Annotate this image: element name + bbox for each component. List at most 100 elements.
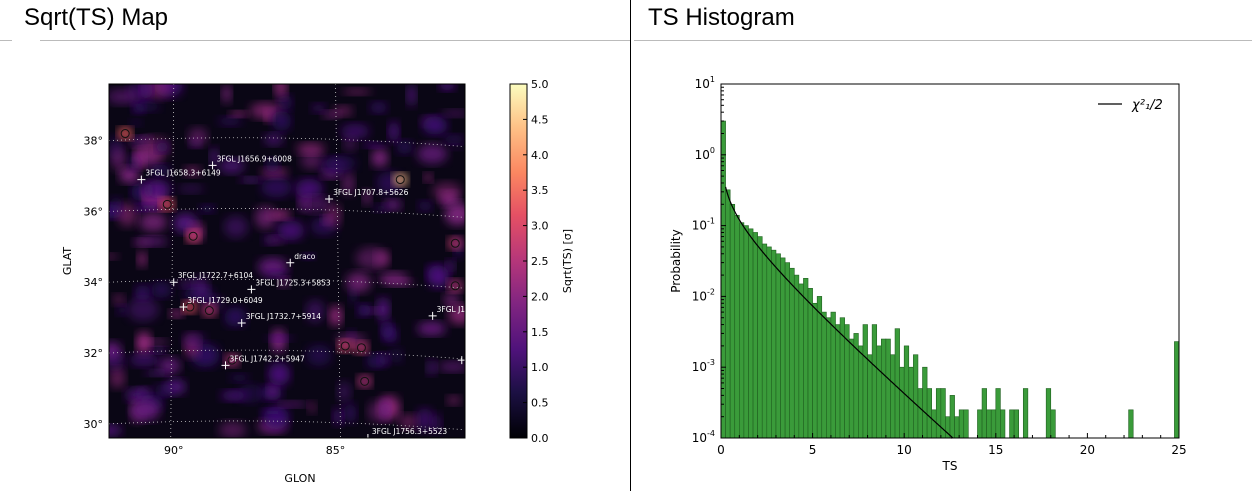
histogram-bar: [803, 278, 808, 438]
emission-blob: [295, 179, 322, 199]
histogram-bar: [895, 329, 900, 438]
emission-blob: [381, 399, 391, 419]
source-label: 3FGL J1732.7+5914: [246, 312, 322, 321]
histogram-bar: [858, 346, 863, 438]
histogram-bar: [826, 318, 831, 438]
histogram-x-tick-label: 0: [717, 443, 725, 457]
emission-blob: [311, 104, 326, 113]
histogram-y-tick-label: 10-2: [692, 287, 715, 303]
emission-blob: [264, 134, 284, 146]
source-label: 3FGL: [466, 349, 486, 358]
histogram-y-label: Probability: [669, 229, 683, 292]
histogram-bar: [863, 325, 868, 438]
histogram-x-tick-label: 15: [988, 443, 1003, 457]
emission-blob: [325, 156, 357, 170]
emission-blob: [379, 272, 408, 282]
histogram-bar: [721, 121, 726, 438]
emission-blob: [388, 121, 399, 142]
histogram-bar: [822, 312, 827, 438]
emission-blob: [272, 111, 291, 131]
histogram-bar: [932, 410, 937, 438]
emission-blob: [373, 204, 388, 212]
emission-blob: [370, 102, 388, 113]
histogram-bar: [836, 325, 841, 438]
tsmap-x-tick-label: 85°: [326, 444, 346, 457]
tsmap-y-label: GLAT: [61, 247, 74, 276]
colorbar-tick-label: 0.0: [531, 432, 549, 445]
emission-blob: [139, 212, 167, 231]
emission-blob: [107, 89, 139, 104]
emission-blob: [308, 402, 316, 414]
source-label: 3FGL J1656.9+6008: [217, 154, 293, 163]
histogram-bar: [913, 355, 918, 438]
colorbar-tick-label: 2.5: [531, 255, 549, 268]
emission-blob: [276, 401, 307, 407]
emission-blob: [447, 396, 460, 405]
histogram-bar: [771, 250, 776, 438]
histogram-bar: [886, 339, 891, 438]
histogram-bar: [813, 303, 818, 438]
histogram-y-tick-label: 10-3: [692, 358, 715, 374]
colorbar-label: Sqrt(TS) [σ]: [561, 229, 574, 293]
histogram-bar: [1051, 410, 1056, 438]
tsmap-y-tick-label: 38°: [84, 135, 104, 148]
emission-blob: [423, 116, 448, 134]
histogram-bar: [959, 410, 964, 438]
histogram-bar: [1129, 410, 1134, 438]
emission-blob: [275, 77, 287, 98]
emission-blob: [361, 142, 386, 148]
source-label: 3FGL J1725.3+5853: [255, 278, 331, 287]
histogram-bar: [1000, 410, 1005, 438]
histogram-x-tick-label: 5: [809, 443, 817, 457]
emission-blob: [129, 353, 159, 366]
histogram-x-label: TS: [942, 459, 958, 473]
emission-blob: [230, 111, 248, 117]
source-label: 3FGL J1722.7+6104: [178, 271, 254, 280]
histogram-bar: [950, 395, 955, 438]
emission-blob: [438, 362, 468, 372]
histogram-bar: [918, 389, 923, 438]
histogram-bar: [872, 325, 877, 438]
emission-blob: [269, 210, 291, 219]
emission-blob: [428, 265, 449, 288]
emission-blob: [377, 297, 390, 320]
emission-blob: [138, 251, 147, 267]
emission-blob: [342, 88, 371, 95]
histogram-bar: [923, 367, 928, 438]
emission-blob: [268, 363, 290, 386]
emission-blob: [137, 332, 152, 355]
colorbar-tick-label: 0.5: [531, 397, 549, 410]
emission-blob: [306, 345, 331, 366]
emission-blob: [445, 203, 470, 225]
histogram-bar: [890, 355, 895, 438]
emission-blob: [110, 368, 125, 388]
histogram-bar: [877, 346, 882, 438]
emission-blob: [372, 149, 388, 168]
histogram-bar: [936, 389, 941, 438]
tsmap-chart: 3FGL J1656.9+60083FGL J1658.3+61493FGL J…: [0, 0, 630, 491]
emission-blob: [218, 117, 242, 126]
histogram-x-tick-label: 20: [1080, 443, 1095, 457]
histogram-y-tick-label: 10-1: [692, 217, 715, 233]
emission-blob: [439, 79, 455, 91]
histogram-bar: [982, 389, 987, 438]
emission-blob: [261, 178, 292, 198]
tsmap-y-tick-label: 34°: [84, 276, 104, 289]
emission-blob: [346, 272, 371, 292]
emission-blob: [140, 80, 152, 100]
colorbar-tick-label: 3.0: [531, 220, 549, 233]
emission-blob: [110, 197, 121, 212]
histogram-bar: [1174, 342, 1179, 438]
histogram-bar: [996, 389, 1001, 438]
emission-blob: [131, 400, 160, 421]
emission-blob: [145, 370, 169, 376]
histogram-bar: [987, 410, 992, 438]
emission-blob: [380, 320, 393, 339]
histogram-bar: [748, 229, 753, 438]
emission-blob: [322, 111, 340, 119]
source-label: 3FGL J1707.8+5626: [333, 188, 409, 197]
emission-blob: [178, 185, 205, 193]
histogram-bar: [849, 339, 854, 438]
histogram-bar: [785, 263, 790, 438]
histogram-bar: [904, 346, 909, 438]
